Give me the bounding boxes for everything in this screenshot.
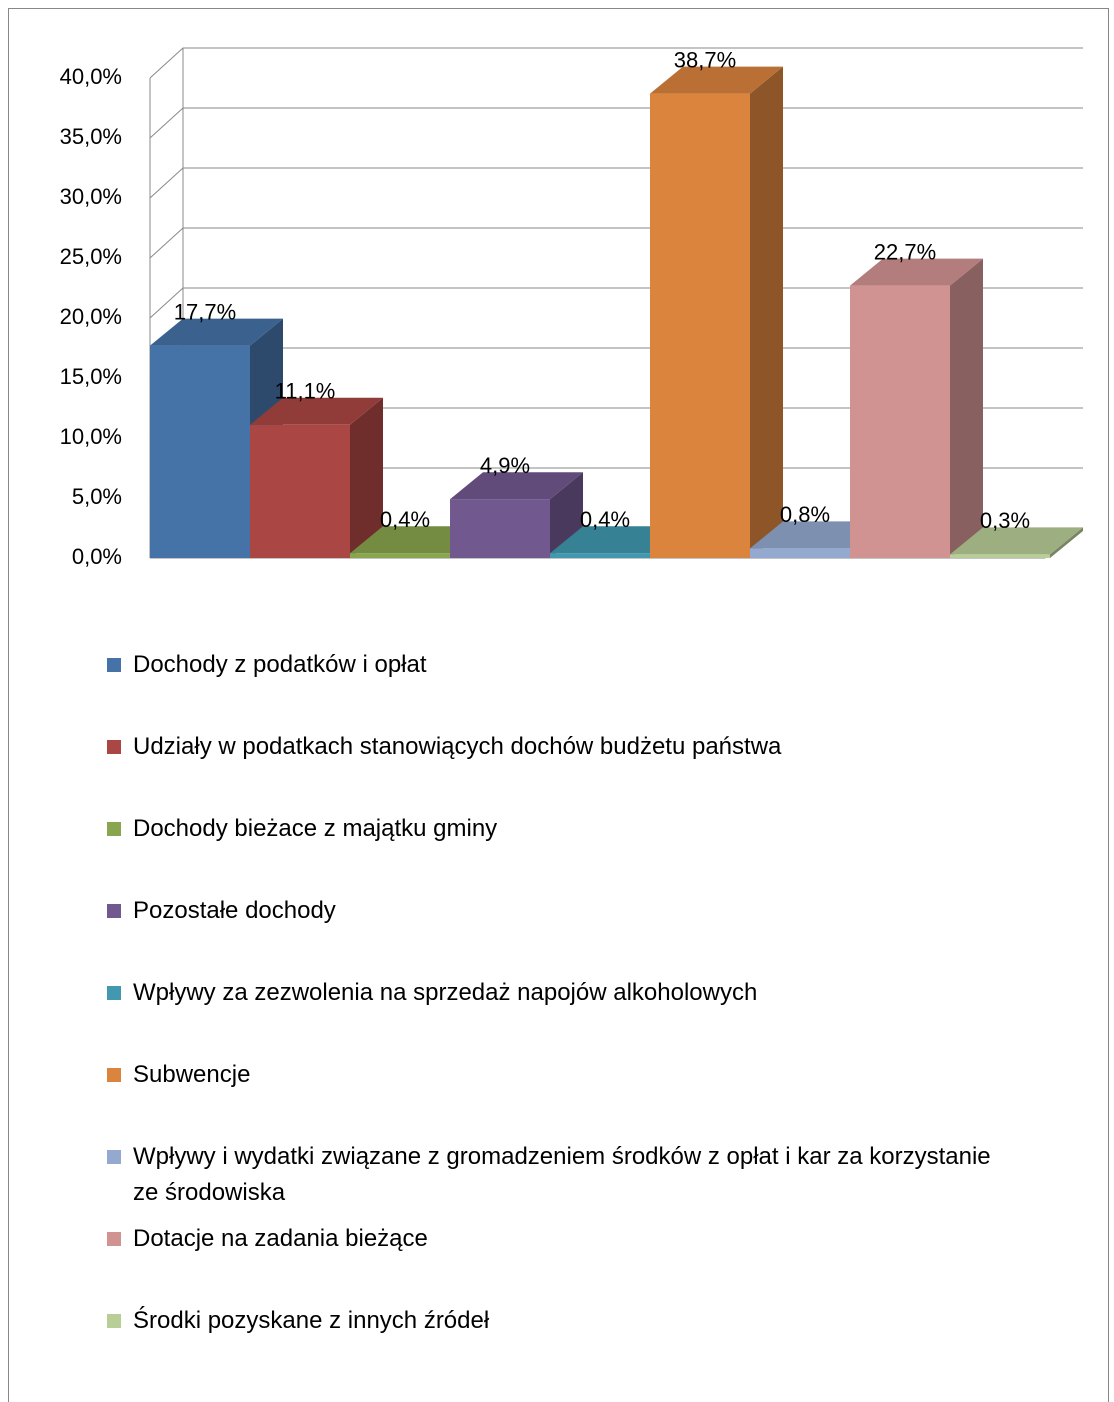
- legend-label: Udziały w podatkach stanowiących dochów …: [133, 733, 782, 760]
- bar-side: [1050, 527, 1083, 558]
- legend-swatch: [107, 1068, 121, 1082]
- bar: [950, 554, 1050, 558]
- value-label: 0,4%: [580, 507, 630, 532]
- bar: [250, 424, 350, 558]
- grid-line: [149, 47, 1083, 79]
- bar: [550, 553, 650, 558]
- legend-label: Wpływy i wydatki związane z gromadzeniem…: [133, 1143, 991, 1206]
- bar-top: [550, 526, 683, 554]
- legend-label: Pozostałe dochody: [133, 897, 336, 924]
- grid-line: [149, 107, 1083, 139]
- y-tick-label: 40,0%: [60, 64, 122, 89]
- value-label: 22,7%: [874, 239, 936, 264]
- value-label: 4,9%: [480, 453, 530, 478]
- grid-line: [149, 227, 1083, 259]
- bar: [150, 345, 250, 558]
- legend-label: Dochody bieżace z majątku gminy: [133, 815, 498, 842]
- legend-swatch: [107, 904, 121, 918]
- value-label: 0,4%: [380, 507, 430, 532]
- y-tick-label: 30,0%: [60, 184, 122, 209]
- legend-swatch: [107, 1232, 121, 1246]
- value-label: 38,7%: [674, 47, 736, 72]
- grid-line: [149, 167, 1083, 199]
- bar-top: [850, 258, 983, 286]
- legend-swatch: [107, 822, 121, 836]
- chart-border: [8, 8, 1109, 1402]
- bar: [650, 93, 750, 558]
- bar-top: [950, 527, 1083, 555]
- legend-label: Wpływy za zezwolenia na sprzedaż napojów…: [133, 979, 758, 1006]
- legend-label: Subwencje: [133, 1061, 251, 1088]
- value-label: 11,1%: [275, 379, 336, 404]
- bar-side: [750, 66, 783, 558]
- bar: [450, 499, 550, 558]
- y-tick-label: 5,0%: [72, 484, 122, 509]
- legend-label: Środki pozyskane z innych źródeł: [133, 1307, 490, 1334]
- legend-label: Dotacje na zadania bieżące: [133, 1225, 428, 1252]
- legend-swatch: [107, 986, 121, 1000]
- y-tick-label: 35,0%: [60, 124, 122, 149]
- legend-swatch: [107, 740, 121, 754]
- bar-top: [250, 397, 383, 425]
- bar: [350, 553, 450, 558]
- y-tick-label: 10,0%: [60, 424, 122, 449]
- value-label: 0,3%: [980, 508, 1030, 533]
- bar: [750, 548, 850, 558]
- bar: [850, 285, 950, 558]
- bar-top: [150, 318, 283, 346]
- y-tick-label: 20,0%: [60, 304, 122, 329]
- legend-swatch: [107, 658, 121, 672]
- y-tick-label: 15,0%: [60, 364, 122, 389]
- bar-side: [350, 397, 383, 558]
- bar-top: [450, 472, 583, 500]
- bar-top: [650, 66, 783, 94]
- legend-label: Dochody z podatków i opłat: [133, 651, 427, 678]
- y-tick-label: 0,0%: [72, 544, 122, 569]
- value-label: 17,7%: [174, 299, 236, 324]
- legend-swatch: [107, 1150, 121, 1164]
- value-label: 0,8%: [780, 502, 830, 527]
- bar-top: [750, 521, 883, 549]
- y-tick-label: 25,0%: [60, 244, 122, 269]
- legend-swatch: [107, 1314, 121, 1328]
- bar-top: [350, 526, 483, 554]
- bar-side: [950, 258, 983, 558]
